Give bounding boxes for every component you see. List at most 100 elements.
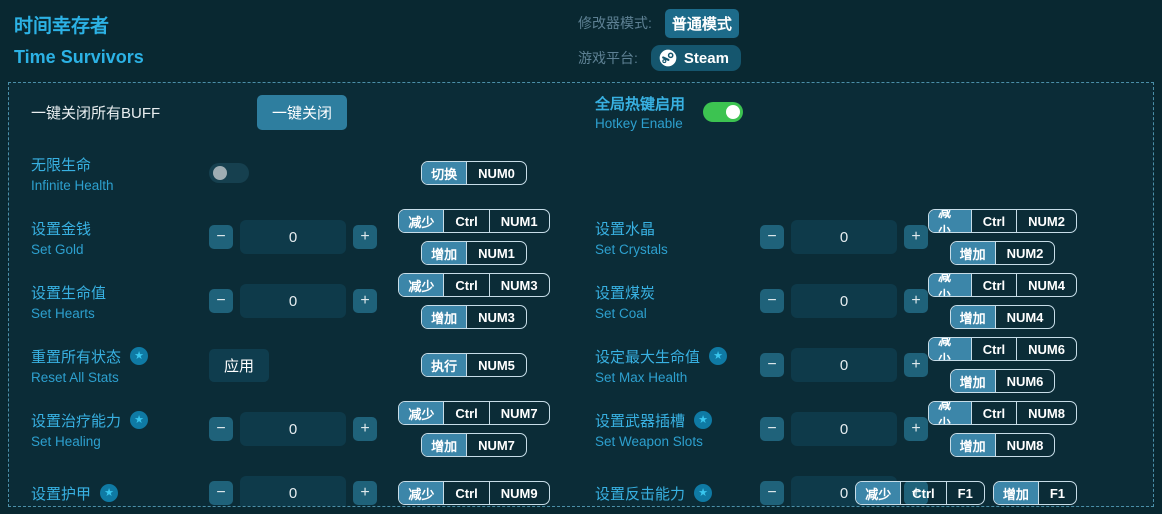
decrement-button[interactable]: − (209, 289, 233, 313)
cheat-row-set-gold: 设置金钱 Set Gold − + 减少 Ctrl NUM1 增加 NUM1 (9, 205, 581, 269)
decrement-button[interactable]: − (209, 225, 233, 249)
steam-icon (658, 48, 678, 68)
cheat-name-en: Set Hearts (31, 305, 95, 321)
cheat-label: 设置金钱 Set Gold (31, 218, 209, 257)
close-all-buff-label: 一键关闭所有BUFF (31, 104, 161, 122)
increment-button[interactable]: + (353, 289, 377, 313)
hotkey-execute[interactable]: 执行 NUM5 (421, 353, 527, 377)
value-input[interactable] (791, 412, 897, 446)
cheat-label: 设置生命值 Set Hearts (31, 282, 209, 321)
cheat-label: 设置护甲 ★ (31, 483, 209, 504)
cheat-name-cn: 设置水晶 (595, 220, 656, 238)
increment-button[interactable]: + (904, 481, 928, 505)
hotkey-increase[interactable]: 增加 NUM1 (421, 241, 527, 265)
cheat-label: 无限生命 Infinite Health (31, 154, 209, 193)
increment-button[interactable]: + (353, 225, 377, 249)
cheat-label: 设置武器插槽 ★ Set Weapon Slots (595, 410, 760, 449)
hotkey-decrease[interactable]: 减少 Ctrl NUM2 (928, 209, 1077, 233)
hotkey-increase[interactable]: 增加 NUM6 (949, 369, 1056, 393)
cheat-row-set-hearts: 设置生命值 Set Hearts − + 减少 Ctrl NUM3 增加 NUM… (9, 269, 581, 333)
cheat-name-en: Infinite Health (31, 177, 114, 193)
cheat-label: 重置所有状态 ★ Reset All Stats (31, 346, 209, 385)
hotkey-decrease[interactable]: 减少 Ctrl NUM7 (398, 401, 550, 425)
increment-button[interactable]: + (904, 353, 928, 377)
game-platform-row: 游戏平台: Steam (578, 42, 741, 74)
hotkey-decrease[interactable]: 减少 Ctrl NUM9 (398, 481, 550, 505)
decrement-button[interactable]: − (209, 481, 233, 505)
decrement-button[interactable]: − (760, 481, 784, 505)
cheat-name-en: Reset All Stats (31, 369, 119, 385)
cheat-row-set-weapon-slots: 设置武器插槽 ★ Set Weapon Slots − + 减少 Ctrl NU… (581, 397, 1153, 461)
hotkey-increase[interactable]: 增加 NUM8 (949, 433, 1056, 457)
decrement-button[interactable]: − (760, 353, 784, 377)
hotkey-decrease[interactable]: 减少 Ctrl NUM3 (398, 273, 550, 297)
star-icon: ★ (100, 484, 119, 502)
increment-button[interactable]: + (904, 289, 928, 313)
value-input[interactable] (240, 476, 346, 506)
value-input[interactable] (791, 220, 897, 254)
decrement-button[interactable]: − (760, 289, 784, 313)
decrement-button[interactable]: − (760, 417, 784, 441)
cheat-name-cn: 设置武器插槽 (595, 412, 686, 430)
increment-button[interactable]: + (904, 417, 928, 441)
cheat-name-cn: 设置煤炭 (595, 284, 656, 302)
hotkey-increase[interactable]: 增加 NUM3 (421, 305, 527, 329)
increment-button[interactable]: + (353, 417, 377, 441)
decrement-button[interactable]: − (760, 225, 784, 249)
cheat-name-en: Set Coal (595, 305, 647, 321)
trainer-mode-row: 修改器模式: 普通模式 (578, 7, 739, 39)
cheat-panel: 一键关闭所有BUFF 一键关闭 全局热键启用 Hotkey Enable 无限生… (8, 82, 1154, 507)
cheat-row-reset-all-stats: 重置所有状态 ★ Reset All Stats 应用 执行 NUM5 (9, 333, 581, 397)
hotkey-increase[interactable]: 增加 F1 (992, 481, 1077, 505)
cheat-name-en: Set Max Health (595, 369, 688, 385)
star-icon: ★ (709, 347, 728, 365)
hotkey-decrease[interactable]: 减少 Ctrl NUM4 (928, 273, 1077, 297)
empty-cell (581, 141, 1153, 205)
cheat-name-cn: 设置治疗能力 (31, 412, 122, 430)
hotkey-switch[interactable]: 切换 NUM0 (421, 161, 527, 185)
value-input[interactable] (240, 220, 346, 254)
cheat-row-set-crystals: 设置水晶 Set Crystals − + 减少 Ctrl NUM2 增加 NU… (581, 205, 1153, 269)
hotkey-enable-toggle[interactable] (703, 102, 744, 122)
hotkey-decrease[interactable]: 减少 Ctrl NUM1 (398, 209, 550, 233)
decrement-button[interactable]: − (209, 417, 233, 441)
hotkey-enable-label-en: Hotkey Enable (595, 116, 683, 131)
cheat-name-cn: 重置所有状态 (31, 348, 122, 366)
hotkey-enable-row: 全局热键启用 Hotkey Enable (581, 83, 1153, 141)
infinite-health-toggle[interactable] (209, 163, 249, 183)
cheat-label: 设置煤炭 Set Coal (595, 282, 760, 321)
value-input[interactable] (240, 412, 346, 446)
hotkey-decrease[interactable]: 减少 Ctrl F1 (855, 481, 985, 505)
hotkey-increase[interactable]: 增加 NUM4 (949, 305, 1056, 329)
cheat-name-en: Set Gold (31, 241, 84, 257)
cheat-name-cn: 设置反击能力 (595, 485, 686, 503)
value-input[interactable] (791, 348, 897, 382)
value-input[interactable] (791, 284, 897, 318)
game-platform-label: 游戏平台: (578, 50, 638, 66)
cheat-name-cn: 无限生命 (31, 156, 92, 174)
hotkey-increase[interactable]: 增加 NUM2 (949, 241, 1056, 265)
star-icon: ★ (130, 347, 149, 365)
star-icon: ★ (130, 411, 149, 429)
cheat-name-cn: 设置生命值 (31, 284, 107, 302)
cheat-name-cn: 设定最大生命值 (595, 348, 701, 366)
hotkey-decrease[interactable]: 减少 Ctrl NUM8 (928, 401, 1077, 425)
hotkey-enable-label-cn: 全局热键启用 (595, 96, 686, 113)
hotkey-decrease[interactable]: 减少 Ctrl NUM6 (928, 337, 1077, 361)
apply-button[interactable]: 应用 (209, 348, 270, 382)
cheat-name-cn: 设置护甲 (31, 485, 92, 503)
cheat-row-infinite-health: 无限生命 Infinite Health 切换 NUM0 (9, 141, 581, 205)
close-all-button[interactable]: 一键关闭 (257, 94, 348, 130)
cheat-row-set-healing: 设置治疗能力 ★ Set Healing − + 减少 Ctrl NUM7 增加… (9, 397, 581, 461)
cheat-label: 设置治疗能力 ★ Set Healing (31, 410, 209, 449)
increment-button[interactable]: + (904, 225, 928, 249)
value-input[interactable] (240, 284, 346, 318)
steam-platform-button[interactable]: Steam (650, 45, 741, 71)
star-icon: ★ (694, 411, 713, 429)
cheat-label: 设置反击能力 ★ (595, 483, 760, 504)
cheat-label: 设置水晶 Set Crystals (595, 218, 760, 257)
trainer-mode-button[interactable]: 普通模式 (664, 8, 739, 38)
increment-button[interactable]: + (353, 481, 377, 505)
steam-button-label: Steam (683, 49, 729, 67)
hotkey-increase[interactable]: 增加 NUM7 (421, 433, 527, 457)
